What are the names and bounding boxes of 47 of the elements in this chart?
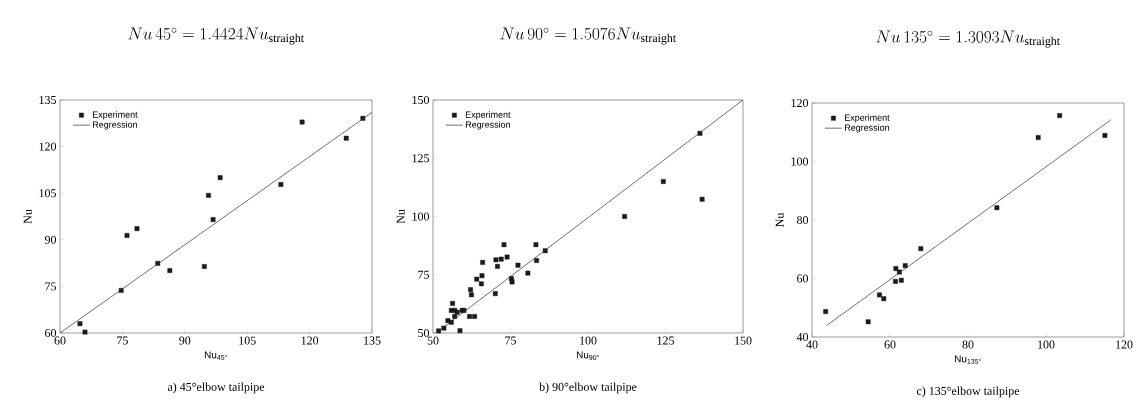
x-tick-label: 60 [884,340,896,349]
y-tick-label: 120 [39,142,57,151]
x-tick-label: 100 [580,336,597,345]
x-tick-label: 150 [735,336,752,345]
x-tick-label: 75 [117,336,128,345]
y-tick-label: 75 [418,270,430,279]
y-tick-label: 75 [45,282,57,291]
legend-label: Experiment [465,111,511,120]
x-tick-label: 75 [505,336,517,345]
y-tick-label: 150 [412,95,430,105]
x-tick-label: 135 [364,336,381,345]
text: b) 90°elbow tailpipe [539,382,637,394]
x-tick-label: 100 [1038,340,1055,349]
legend-label: Regression [844,124,890,133]
y-tick-label: 90 [44,235,57,244]
x-tick-label: 40 [806,340,818,349]
x-tick-label: 50 [427,336,439,345]
y-tick-label: 135 [39,95,57,105]
y-tick-label: 100 [412,212,430,221]
x-axis-title: Nu$_{90°}$ [576,351,599,360]
x-tick-label: 125 [657,336,675,345]
legend-label: Experiment [92,111,138,120]
y-axis-title: Nu [23,209,32,224]
legend-label: Regression [465,121,510,130]
x-tick-label: 105 [239,336,256,345]
y-tick-label: 125 [412,154,430,163]
legend-label: Regression [92,121,138,130]
chart-title: $Nu\,45^{\circ} = 1.4424Nu_{\mathrm{straight}}$ [128,27,304,45]
chart-title: $Nu\,90^{\circ} = 1.5076Nu_{\mathrm{straight}}$ [500,27,676,45]
legend-label: Experiment [844,114,890,123]
x-tick-label: 60 [54,336,66,345]
y-tick-label: 60 [797,274,809,283]
y-axis-title: Nu [396,209,405,224]
x-tick-label: 120 [301,336,319,345]
y-tick-label: 80 [796,215,809,225]
text: c) 135°elbow tailpipe [916,386,1020,398]
text: a) 45°elbow tailpipe [167,382,265,394]
x-tick-label: 90 [179,336,191,345]
x-tick-label: 80 [962,340,974,349]
y-tick-label: 100 [791,157,809,166]
y-axis-title: Nu [775,212,784,227]
x-tick-label: 120 [1116,340,1133,349]
x-axis-title: Nu$_{45°}$ [204,351,227,360]
chart-title: $Nu\,135^{\circ} = 1.3093Nu_{\mathrm{straight}}$ [876,30,1060,48]
x-axis-title: Nu$_{135°}$ [954,355,981,364]
y-tick-label: 120 [791,98,809,108]
y-tick-label: 105 [39,189,57,198]
